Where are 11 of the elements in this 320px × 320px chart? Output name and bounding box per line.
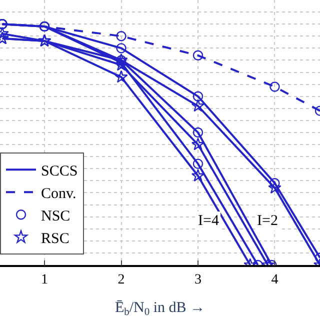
x-tick-label: 4 [271, 272, 278, 288]
x-tick-label: 2 [118, 272, 125, 288]
annotation: I=4 [198, 213, 220, 229]
legend-label: NSC [41, 208, 70, 224]
legend-label: SCCS [41, 164, 78, 180]
x-tick-label: 1 [41, 272, 48, 288]
legend-label: Conv. [41, 186, 76, 202]
legend-label: RSC [41, 231, 70, 247]
x-tick-label: 3 [194, 272, 202, 288]
x-axis-title: Ē$_{b}$/N$_{0}$ in dB → [114, 300, 206, 318]
annotation: I=2 [257, 213, 278, 229]
